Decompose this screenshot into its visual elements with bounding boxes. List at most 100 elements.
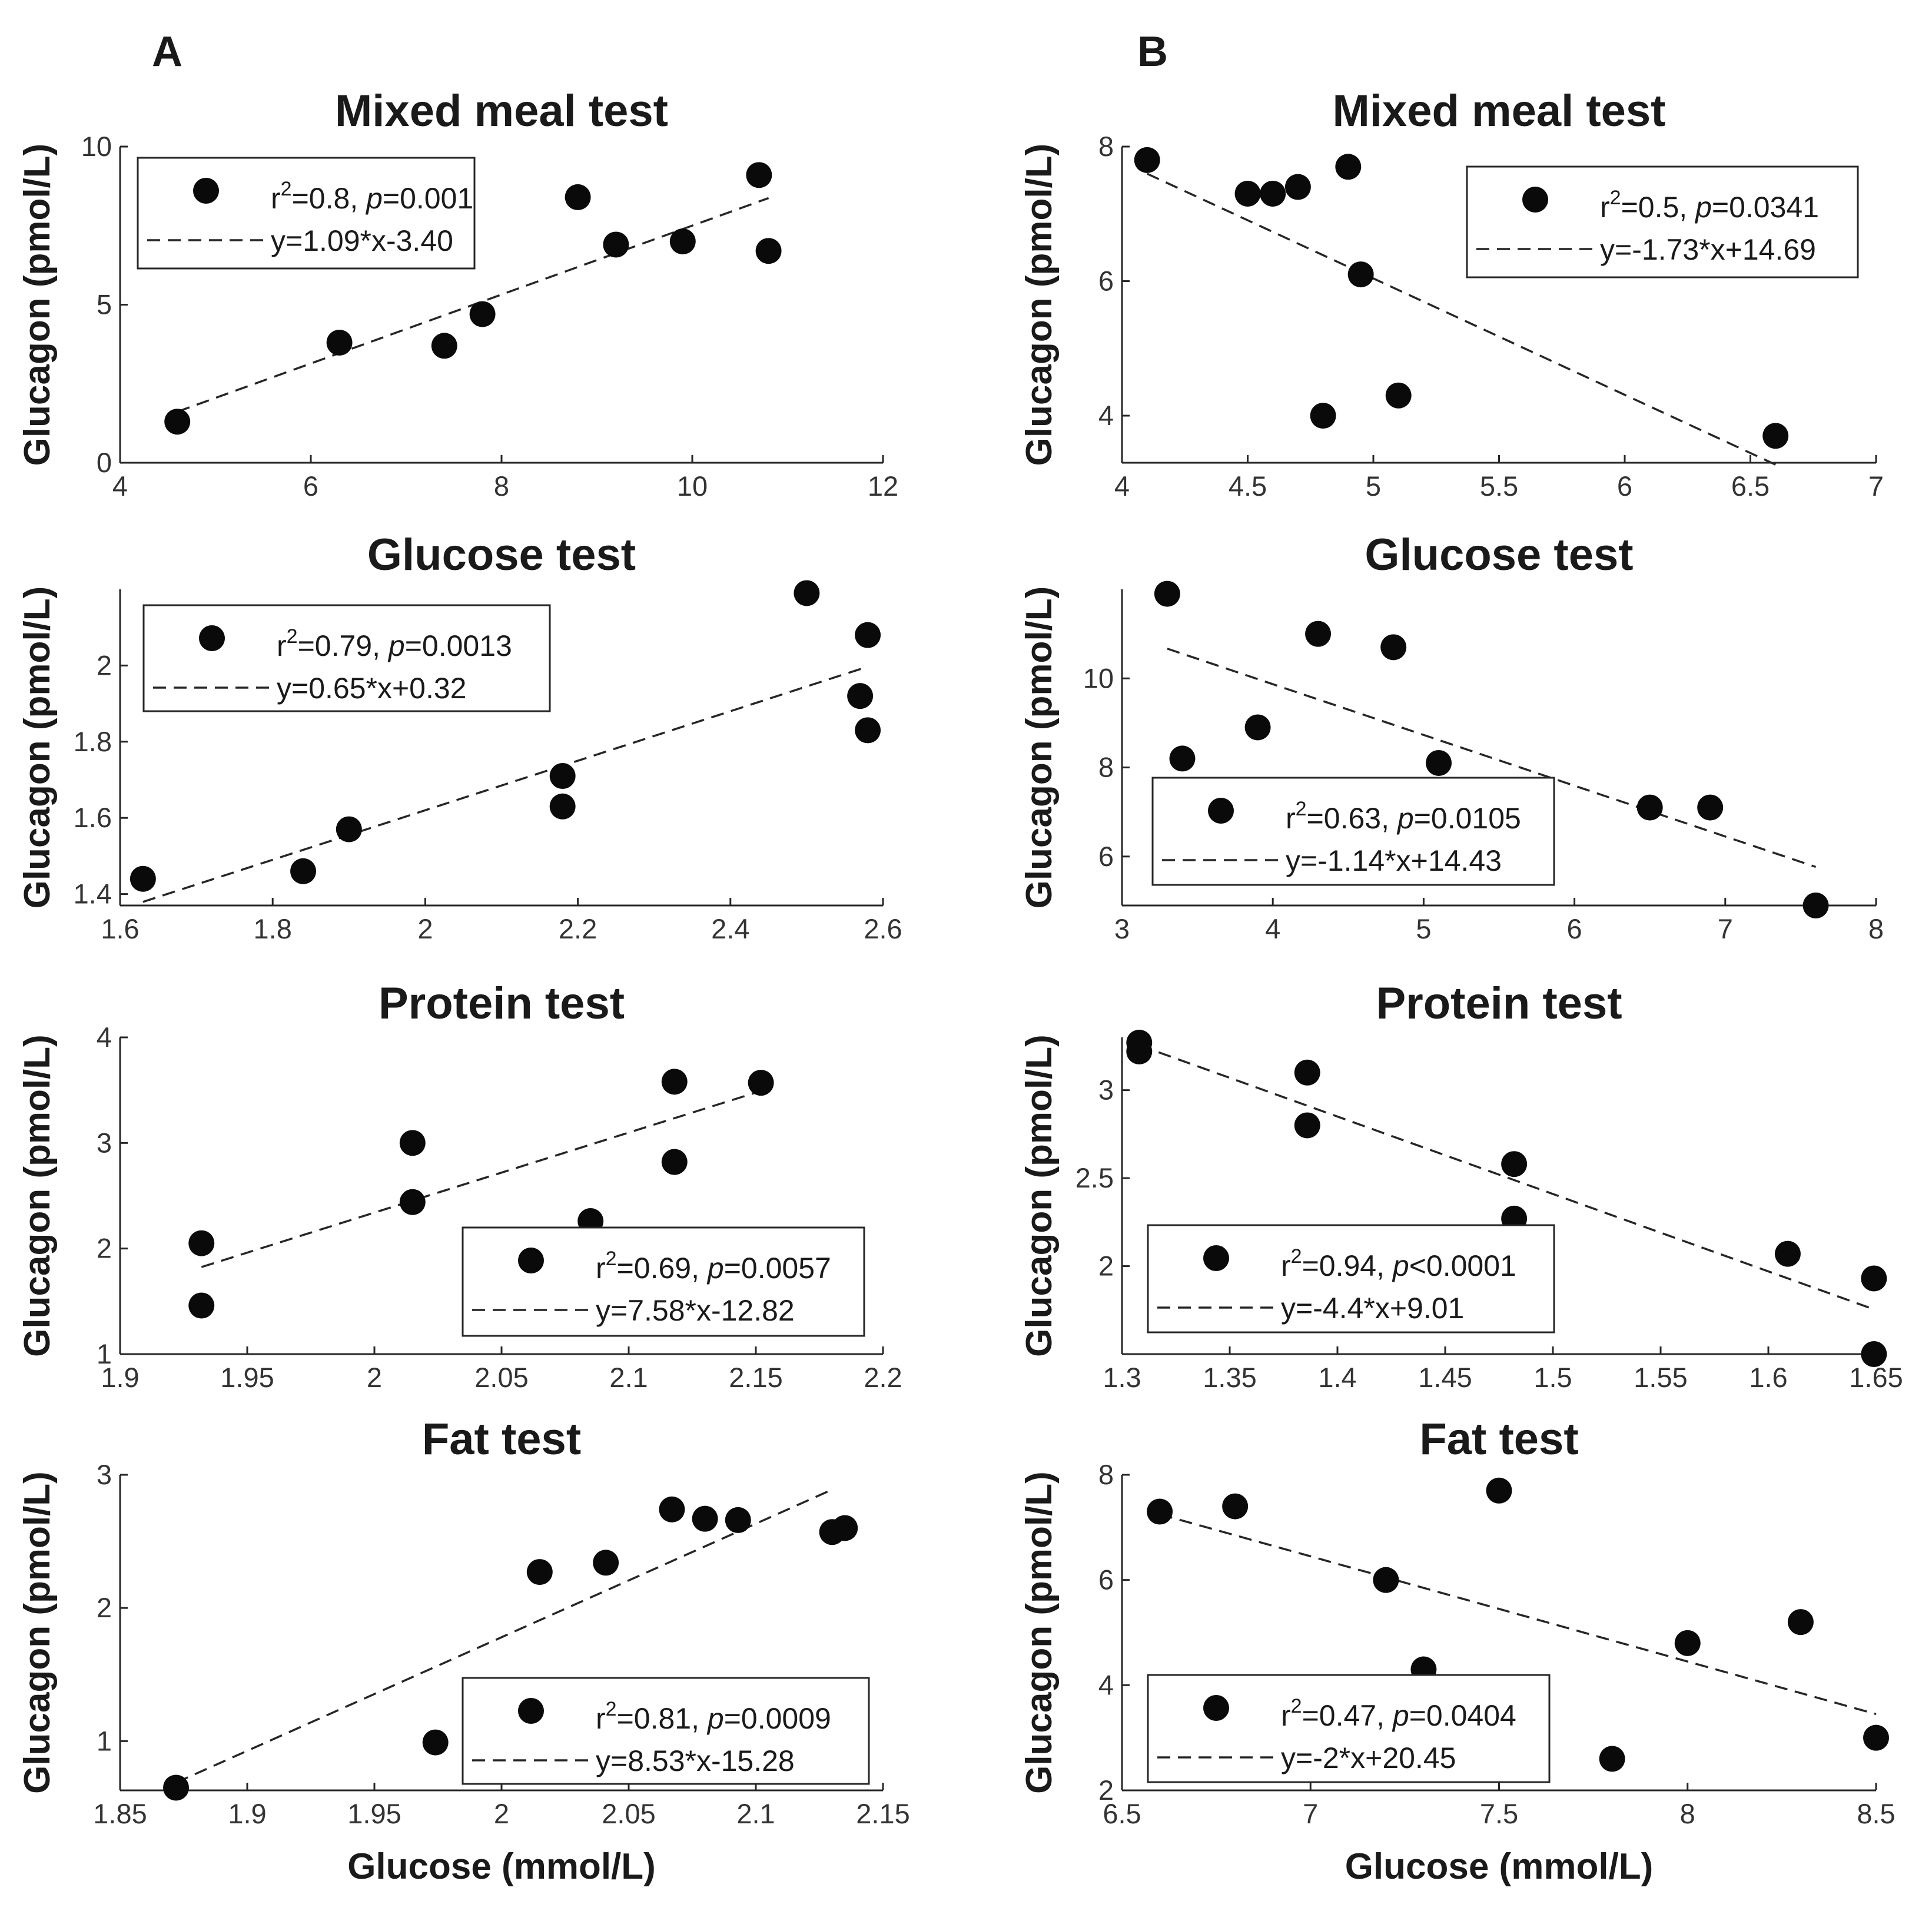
x-tick-label: 2.6 xyxy=(864,913,902,944)
x-tick-label: 4 xyxy=(1114,470,1130,502)
r2-symbol: r xyxy=(1281,1249,1291,1282)
data-point xyxy=(748,1070,774,1096)
r2-superscript: 2 xyxy=(281,178,292,200)
legend-stats: r2=0.8, p=0.001 xyxy=(271,178,473,215)
data-point xyxy=(1169,745,1196,772)
x-tick-label: 8 xyxy=(1680,1798,1695,1829)
legend-stats: r2=0.79, p=0.0013 xyxy=(277,625,512,662)
p-value: =0.0057 xyxy=(724,1252,831,1285)
x-tick-label: 1.95 xyxy=(220,1362,274,1393)
y-axis-label: Glucagon (pmol/L) xyxy=(1019,1034,1060,1357)
legend-box xyxy=(1147,1224,1555,1334)
y-tick-label: 10 xyxy=(1083,662,1114,694)
regression-line xyxy=(1138,1044,1874,1311)
p-symbol: p xyxy=(1392,1699,1409,1732)
y-axis-label: Glucagon (pmol/L) xyxy=(1019,586,1060,909)
legend: r2=0.5, p=0.0341 y=-1.73*x+14.69 xyxy=(1466,165,1859,278)
data-point xyxy=(661,1149,688,1175)
data-point xyxy=(1222,1493,1249,1520)
p-symbol: p xyxy=(706,1252,724,1285)
r2-symbol: r xyxy=(1286,802,1296,835)
legend-stats: r2=0.47, p=0.0404 xyxy=(1281,1695,1516,1732)
legend-marker xyxy=(518,1698,544,1724)
legend-stats: r2=0.81, p=0.0009 xyxy=(596,1698,831,1735)
legend-box xyxy=(1151,777,1555,886)
chart-title: Protein test xyxy=(1376,978,1622,1029)
p-symbol: p xyxy=(1694,191,1712,224)
x-tick-label: 8.5 xyxy=(1857,1798,1895,1829)
legend-equation: y=-1.73*x+14.69 xyxy=(1600,233,1816,266)
x-tick-label: 7 xyxy=(1718,913,1733,944)
x-tick-label: 1.5 xyxy=(1533,1362,1572,1393)
r2-superscript: 2 xyxy=(1610,187,1621,209)
r2-superscript: 2 xyxy=(606,1698,617,1720)
subplot-b1: Mixed meal test 4 4.5 5 5.5 6 6.5 7 4 6 8 Glucagon … xyxy=(1019,86,1884,502)
r2-symbol: r xyxy=(271,182,281,215)
x-tick-label: 7 xyxy=(1868,470,1884,502)
y-tick-label: 1.6 xyxy=(74,802,112,833)
x-tick-label: 10 xyxy=(677,470,708,502)
legend-stats: r2=0.69, p=0.0057 xyxy=(596,1248,831,1285)
data-point xyxy=(1861,1341,1887,1367)
data-point xyxy=(1244,714,1271,741)
p-value: <0.0001 xyxy=(1409,1249,1516,1282)
x-tick-label: 6.5 xyxy=(1103,1798,1141,1829)
y-tick-label: 2 xyxy=(1098,1774,1114,1806)
regression-line xyxy=(177,197,769,413)
x-tick-label: 1.8 xyxy=(254,913,292,944)
data-point xyxy=(336,816,362,842)
data-point xyxy=(1234,180,1261,207)
data-point xyxy=(469,301,496,327)
x-tick-label: 1.85 xyxy=(93,1798,147,1829)
data-point xyxy=(1310,403,1336,429)
y-axis-label: Glucagon (pmol/L) xyxy=(17,144,58,466)
regression-line xyxy=(175,1488,833,1784)
x-tick-label: 6.5 xyxy=(1731,470,1770,502)
legend-marker xyxy=(199,625,225,651)
y-tick-label: 2.5 xyxy=(1075,1162,1114,1193)
x-tick-label: 2.05 xyxy=(602,1798,655,1829)
y-tick-label: 6 xyxy=(1098,841,1114,872)
x-tick-label: 1.6 xyxy=(101,913,139,944)
x-tick-label: 1.4 xyxy=(1318,1362,1356,1393)
chart-title: Protein test xyxy=(379,978,625,1029)
data-point xyxy=(1284,174,1311,200)
regression-line xyxy=(1146,173,1776,466)
x-tick-label: 1.9 xyxy=(228,1798,266,1829)
x-tick-label: 2 xyxy=(494,1798,509,1829)
x-tick-label: 8 xyxy=(494,470,509,502)
r2-value: =0.63, xyxy=(1307,802,1397,835)
r2-value: =0.81, xyxy=(617,1702,708,1735)
y-tick-label: 4 xyxy=(97,1021,112,1053)
data-point xyxy=(399,1130,426,1156)
y-tick-label: 8 xyxy=(1098,752,1114,783)
data-point xyxy=(163,1774,190,1801)
legend-marker xyxy=(518,1248,544,1273)
legend-equation: y=8.53*x-15.28 xyxy=(596,1744,795,1777)
legend-equation: y=-1.14*x+14.43 xyxy=(1286,844,1502,877)
chart-title: Mixed meal test xyxy=(1333,86,1666,136)
p-symbol: p xyxy=(706,1702,724,1735)
p-value: =0.0013 xyxy=(405,629,512,662)
y-tick-label: 5 xyxy=(97,289,112,320)
x-tick-label: 5 xyxy=(1416,913,1431,944)
data-point xyxy=(1260,180,1286,207)
p-symbol: p xyxy=(387,629,405,662)
data-point xyxy=(1486,1477,1512,1504)
y-axis-label: Glucagon (pmol/L) xyxy=(1019,144,1060,466)
x-tick-label: 2.1 xyxy=(736,1798,775,1829)
data-point xyxy=(1147,1498,1173,1525)
data-point xyxy=(1787,1609,1814,1636)
data-point xyxy=(526,1559,553,1585)
x-tick-label: 4 xyxy=(1265,913,1280,944)
data-point xyxy=(1385,382,1412,409)
x-tick-label: 2.05 xyxy=(474,1362,528,1393)
data-point xyxy=(1697,794,1724,821)
data-point xyxy=(1126,1038,1153,1064)
p-symbol: p xyxy=(1396,802,1414,835)
x-tick-label: 2 xyxy=(417,913,433,944)
data-point xyxy=(755,238,782,264)
data-point xyxy=(725,1507,751,1533)
data-point xyxy=(290,858,317,884)
